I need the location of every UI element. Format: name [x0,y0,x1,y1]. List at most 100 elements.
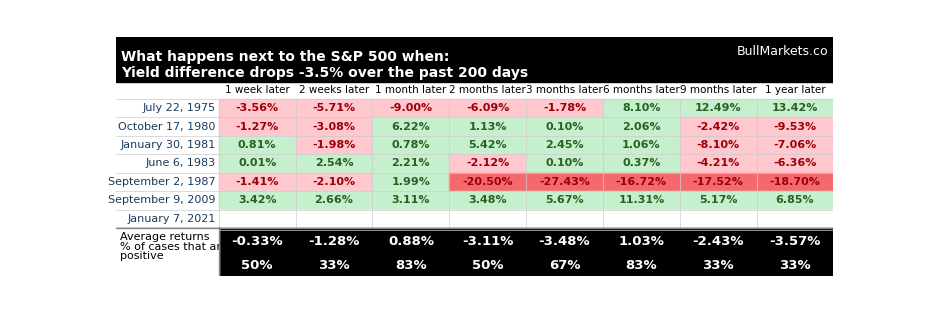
Bar [449,210,526,228]
Text: 83%: 83% [395,259,427,272]
Text: 1.03%: 1.03% [619,235,664,248]
Text: 2 weeks later: 2 weeks later [299,85,369,95]
Bar [372,210,449,228]
Bar [219,210,295,228]
Bar [449,117,526,136]
Bar [680,99,757,117]
Text: 50%: 50% [472,259,504,272]
Text: 0.37%: 0.37% [622,158,660,168]
Text: -7.06%: -7.06% [773,140,817,150]
Bar [372,154,449,173]
Bar [372,117,449,136]
Bar [295,99,372,117]
Text: -2.42%: -2.42% [696,122,740,131]
Text: -9.00%: -9.00% [389,103,432,113]
Bar [603,191,680,210]
Bar [680,191,757,210]
Text: 6.22%: 6.22% [392,122,431,131]
Text: % of cases that are: % of cases that are [119,242,227,252]
Text: -5.71%: -5.71% [312,103,356,113]
Bar [603,136,680,154]
Bar [295,191,372,210]
Bar [295,210,372,228]
Bar [603,154,680,173]
Text: 1 week later: 1 week later [225,85,290,95]
Bar [603,173,680,191]
Bar [116,228,219,276]
Text: -18.70%: -18.70% [770,177,820,187]
Bar [372,173,449,191]
Text: 0.78%: 0.78% [392,140,431,150]
Text: -9.53%: -9.53% [773,122,817,131]
Bar [219,154,295,173]
Bar [219,117,295,136]
Text: -17.52%: -17.52% [693,177,744,187]
Text: -6.36%: -6.36% [773,158,817,168]
Text: 33%: 33% [702,259,734,272]
Text: 0.81%: 0.81% [238,140,277,150]
Text: -27.43%: -27.43% [539,177,590,187]
Text: -8.10%: -8.10% [696,140,740,150]
Bar [680,136,757,154]
Text: -20.50%: -20.50% [462,177,513,187]
Text: -1.78%: -1.78% [543,103,586,113]
Text: 5.42%: 5.42% [469,140,507,150]
Text: 9 months later: 9 months later [680,85,757,95]
Bar [526,154,603,173]
Text: -1.98%: -1.98% [312,140,356,150]
Text: 2.66%: 2.66% [315,195,354,206]
Text: 2 months later: 2 months later [449,85,526,95]
Bar [757,136,833,154]
Text: -1.28%: -1.28% [308,235,359,248]
Text: What happens next to the S&P 500 when:: What happens next to the S&P 500 when: [121,50,449,64]
Text: -1.41%: -1.41% [235,177,279,187]
Text: June 6, 1983: June 6, 1983 [145,158,216,168]
Bar [526,117,603,136]
Bar [757,210,833,228]
Bar [757,117,833,136]
Bar [680,154,757,173]
Text: 2.45%: 2.45% [545,140,583,150]
Text: -16.72%: -16.72% [616,177,667,187]
Text: September 9, 2009: September 9, 2009 [108,195,216,206]
Text: 1.99%: 1.99% [392,177,431,187]
Text: 83%: 83% [626,259,657,272]
Text: 1.13%: 1.13% [469,122,507,131]
Bar [603,99,680,117]
Text: -3.48%: -3.48% [539,235,591,248]
Bar [757,173,833,191]
Text: positive: positive [119,251,163,261]
Text: 33%: 33% [319,259,350,272]
Bar [603,210,680,228]
Bar [526,173,603,191]
Text: 2.54%: 2.54% [315,158,354,168]
Text: -3.11%: -3.11% [462,235,513,248]
Text: 50%: 50% [242,259,273,272]
Bar [680,117,757,136]
Bar [295,173,372,191]
Text: -2.10%: -2.10% [312,177,356,187]
Text: 6.85%: 6.85% [776,195,814,206]
Text: -6.09%: -6.09% [466,103,509,113]
Text: 1.06%: 1.06% [622,140,660,150]
Bar [219,99,295,117]
Text: July 22, 1975: July 22, 1975 [143,103,216,113]
Text: 3.48%: 3.48% [469,195,507,206]
Bar [449,136,526,154]
Text: October 17, 1980: October 17, 1980 [119,122,216,131]
Bar [526,99,603,117]
Bar [372,191,449,210]
Text: 3.11%: 3.11% [392,195,431,206]
Text: -0.33%: -0.33% [232,235,283,248]
Bar [449,191,526,210]
Text: 67%: 67% [549,259,581,272]
Bar [680,210,757,228]
Bar [449,173,526,191]
Text: -2.12%: -2.12% [466,158,509,168]
Text: 0.10%: 0.10% [545,158,583,168]
Text: 5.67%: 5.67% [545,195,583,206]
Bar [757,99,833,117]
Text: 33%: 33% [779,259,811,272]
Bar [372,136,449,154]
Bar [219,136,295,154]
